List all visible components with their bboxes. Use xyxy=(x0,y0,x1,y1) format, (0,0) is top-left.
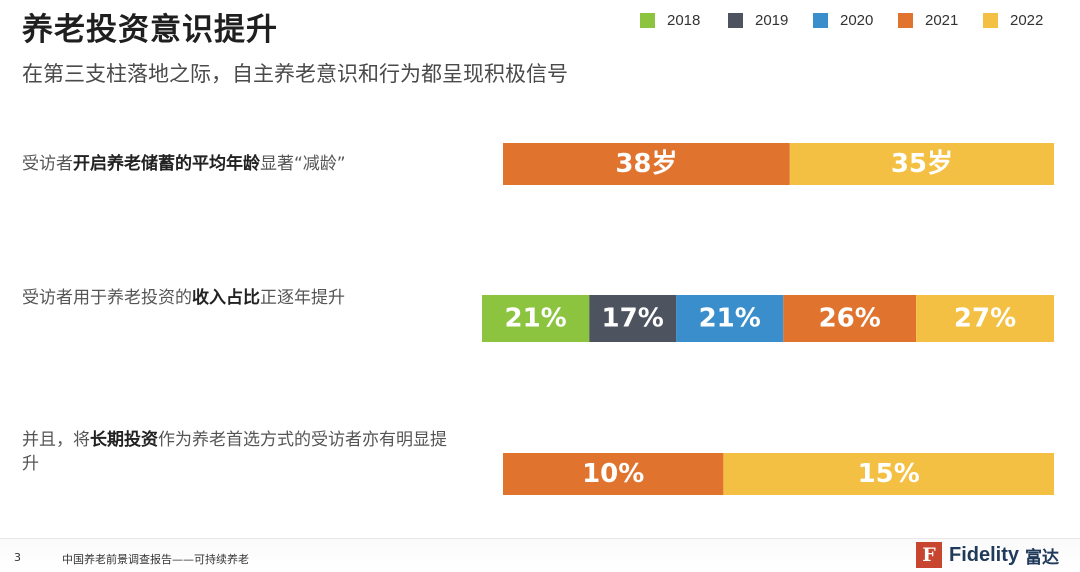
bar-segment-2022 xyxy=(916,295,1054,342)
bar-value-label: 38岁 xyxy=(615,148,677,179)
bar-value-label: 21% xyxy=(505,304,567,334)
bar-segment-2021 xyxy=(503,453,724,495)
bar-value-label: 21% xyxy=(699,304,761,334)
fidelity-logo-icon: F xyxy=(916,542,942,568)
logo-cn-text: 富达 xyxy=(1025,547,1060,568)
legend-swatch xyxy=(640,12,655,28)
row-label-text: 显著“减龄” xyxy=(260,154,346,174)
row-label-text: 受访者用于养老投资的 xyxy=(22,288,192,308)
legend-swatch xyxy=(898,12,913,28)
legend-item-2019: 2019 xyxy=(728,9,788,31)
page-title: 养老投资意识提升 xyxy=(22,12,278,48)
row-label-emphasis: 收入占比 xyxy=(192,288,260,308)
row-label-text: 并且，将 xyxy=(22,430,90,450)
legend-label: 2020 xyxy=(840,11,874,29)
bar-value-label: 27% xyxy=(954,304,1016,334)
row-label-text: 受访者 xyxy=(22,154,73,174)
legend-item-2022: 2022 xyxy=(983,9,1043,31)
legend-label: 2018 xyxy=(667,11,701,29)
legend-swatch xyxy=(728,12,743,28)
bar-segment-2019 xyxy=(589,295,677,342)
logo-text: Fidelity xyxy=(949,543,1020,566)
legend-label: 2019 xyxy=(755,11,789,29)
row-label-emphasis: 开启养老储蓄的平均年龄 xyxy=(73,154,260,174)
bar-value-label: 17% xyxy=(602,304,664,334)
chart-legend: 2018 2019 2020 2021 2022 xyxy=(640,9,1070,31)
bar-segment-2021 xyxy=(783,295,917,342)
page-subtitle: 在第三支柱落地之际，自主养老意识和行为都呈现积极信号 xyxy=(22,62,568,86)
row-label-text: 正逐年提升 xyxy=(260,288,345,308)
legend-label: 2021 xyxy=(925,11,959,29)
bar-value-label: 15% xyxy=(858,459,920,489)
bar-group: 38岁 35岁 21% 17% 21% 26% 27% 10% 15% xyxy=(482,143,1054,495)
row-label-long-term: 并且，将长期投资作为养老首选方式的受访者亦有明显提升 xyxy=(22,428,447,476)
bar-segment-2021 xyxy=(503,143,790,185)
legend-swatch xyxy=(983,12,998,28)
bar-segment-2020 xyxy=(676,295,784,342)
legend-item-2018: 2018 xyxy=(640,9,700,31)
bar-value-label: 26% xyxy=(819,304,881,334)
page-footer xyxy=(0,538,1080,572)
report-name: 中国养老前景调查报告——可持续养老 xyxy=(62,553,249,566)
row-label-emphasis: 长期投资 xyxy=(90,430,158,450)
row-label-income-share: 受访者用于养老投资的收入占比正逐年提升 xyxy=(22,286,462,310)
stacked-bar-chart: 38岁 35岁 21% 17% 21% 26% 27% 10% 15% xyxy=(482,143,1054,495)
legend-swatch xyxy=(813,12,828,28)
bar-segment-2022 xyxy=(723,453,1054,495)
fidelity-logo: F Fidelity 富达 xyxy=(916,541,1059,569)
bar-value-label: 35岁 xyxy=(891,148,953,179)
bar-segment-2018 xyxy=(482,295,590,342)
row-label-start-age: 受访者开启养老储蓄的平均年龄显著“减龄” xyxy=(22,152,442,176)
row-label-text: 作为养老首选方式的受访者亦有明显提升 xyxy=(22,430,447,474)
bar-segment-2022 xyxy=(789,143,1054,185)
page-number: 3 xyxy=(14,551,21,564)
bar-value-label: 10% xyxy=(582,459,644,489)
legend-item-2021: 2021 xyxy=(898,9,958,31)
legend-label: 2022 xyxy=(1010,11,1044,29)
legend-item-2020: 2020 xyxy=(813,9,873,31)
